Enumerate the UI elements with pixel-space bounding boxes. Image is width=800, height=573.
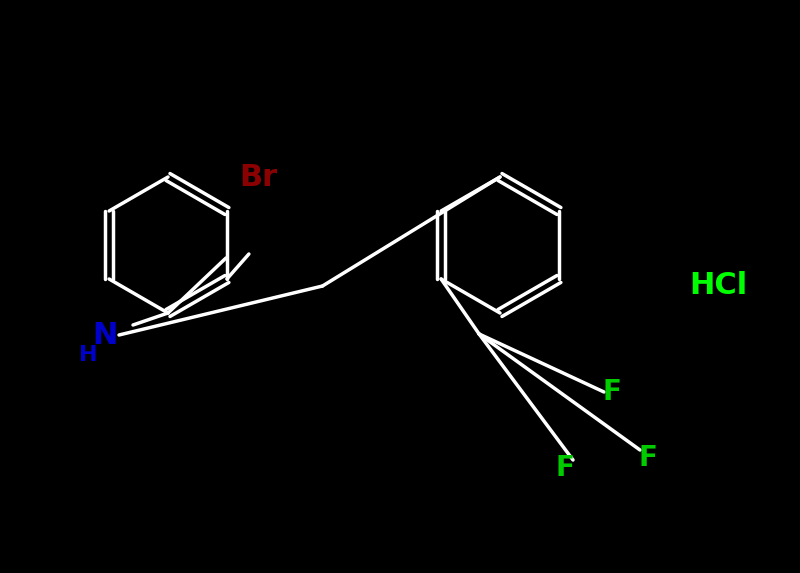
Text: Br: Br [239,163,277,193]
Text: F: F [638,444,658,472]
Text: F: F [602,378,622,406]
Text: F: F [555,454,574,482]
Text: H: H [78,345,98,365]
Text: HCl: HCl [689,270,747,300]
Text: N: N [92,320,118,350]
